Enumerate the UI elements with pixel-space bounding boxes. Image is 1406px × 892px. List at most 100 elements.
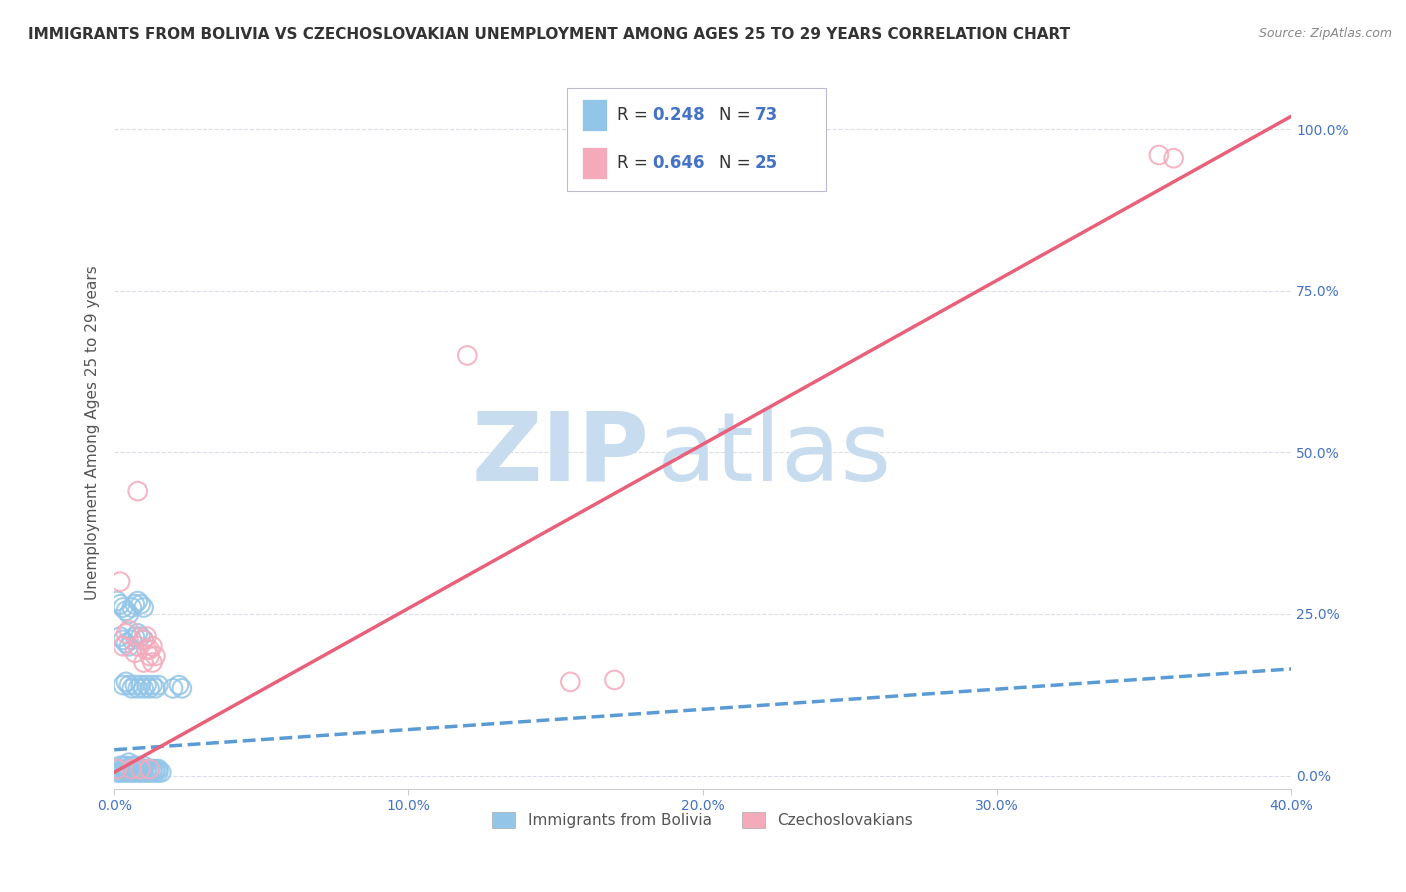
Point	[145, 762, 167, 776]
Point	[108, 574, 131, 589]
Point	[115, 759, 138, 773]
Text: IMMIGRANTS FROM BOLIVIA VS CZECHOSLOVAKIAN UNEMPLOYMENT AMONG AGES 25 TO 29 YEAR: IMMIGRANTS FROM BOLIVIA VS CZECHOSLOVAKI…	[28, 27, 1070, 42]
Point	[118, 765, 141, 780]
Point	[111, 759, 134, 773]
Point	[135, 762, 157, 776]
Point	[105, 762, 128, 776]
Point	[603, 673, 626, 687]
Point	[148, 762, 170, 776]
Point	[135, 642, 157, 657]
Point	[124, 765, 146, 780]
Point	[124, 759, 146, 773]
Text: ZIP: ZIP	[472, 408, 650, 500]
Point	[132, 765, 155, 780]
Text: 0.248: 0.248	[652, 106, 704, 124]
Point	[118, 640, 141, 654]
Point	[127, 594, 149, 608]
Point	[141, 762, 163, 776]
Point	[115, 762, 138, 776]
Point	[127, 484, 149, 499]
Point	[150, 765, 173, 780]
Point	[108, 597, 131, 611]
Point	[121, 765, 143, 780]
Point	[111, 640, 134, 654]
Point	[162, 681, 184, 696]
Point	[138, 681, 160, 696]
Point	[121, 762, 143, 776]
Point	[138, 648, 160, 663]
Text: N =: N =	[720, 153, 756, 172]
Point	[105, 762, 128, 776]
Point	[127, 626, 149, 640]
Point	[118, 678, 141, 692]
Point	[1163, 151, 1185, 165]
Point	[111, 762, 134, 776]
Point	[148, 678, 170, 692]
Point	[132, 759, 155, 773]
Point	[124, 597, 146, 611]
Point	[115, 604, 138, 618]
Point	[118, 762, 141, 776]
Point	[138, 762, 160, 776]
Point	[127, 762, 149, 776]
Point	[145, 681, 167, 696]
Text: 25: 25	[755, 153, 778, 172]
Text: N =: N =	[720, 106, 756, 124]
Point	[105, 594, 128, 608]
Point	[138, 642, 160, 657]
Point	[121, 762, 143, 776]
Point	[121, 759, 143, 773]
Point	[129, 630, 152, 644]
Text: R =: R =	[617, 153, 652, 172]
Point	[456, 348, 478, 362]
Point	[127, 640, 149, 654]
Point	[129, 765, 152, 780]
Point	[124, 630, 146, 644]
Point	[129, 678, 152, 692]
Point	[118, 607, 141, 621]
Point	[132, 632, 155, 647]
Point	[127, 681, 149, 696]
Point	[138, 762, 160, 776]
Point	[129, 597, 152, 611]
Point	[111, 632, 134, 647]
Text: 73: 73	[755, 106, 778, 124]
Point	[145, 765, 167, 780]
Point	[108, 759, 131, 773]
FancyBboxPatch shape	[568, 88, 827, 191]
Text: atlas: atlas	[655, 408, 891, 500]
FancyBboxPatch shape	[582, 99, 607, 131]
Point	[141, 765, 163, 780]
Point	[141, 656, 163, 670]
Point	[135, 765, 157, 780]
Y-axis label: Unemployment Among Ages 25 to 29 years: Unemployment Among Ages 25 to 29 years	[86, 266, 100, 600]
Point	[148, 765, 170, 780]
Point	[129, 762, 152, 776]
Point	[105, 765, 128, 780]
Point	[132, 656, 155, 670]
Point	[124, 646, 146, 660]
Point	[127, 765, 149, 780]
Point	[560, 674, 582, 689]
Point	[132, 632, 155, 647]
Point	[127, 759, 149, 773]
Point	[170, 681, 193, 696]
Point	[111, 600, 134, 615]
Point	[132, 681, 155, 696]
Text: R =: R =	[617, 106, 652, 124]
Point	[132, 600, 155, 615]
Point	[124, 762, 146, 776]
Point	[135, 678, 157, 692]
Point	[108, 630, 131, 644]
Point	[121, 632, 143, 647]
Point	[118, 623, 141, 637]
Legend: Immigrants from Bolivia, Czechoslovakians: Immigrants from Bolivia, Czechoslovakian…	[486, 806, 920, 834]
Text: 0.646: 0.646	[652, 153, 704, 172]
Point	[115, 765, 138, 780]
Point	[124, 678, 146, 692]
Point	[141, 678, 163, 692]
Point	[129, 762, 152, 776]
Point	[115, 674, 138, 689]
Point	[111, 678, 134, 692]
Point	[167, 678, 190, 692]
